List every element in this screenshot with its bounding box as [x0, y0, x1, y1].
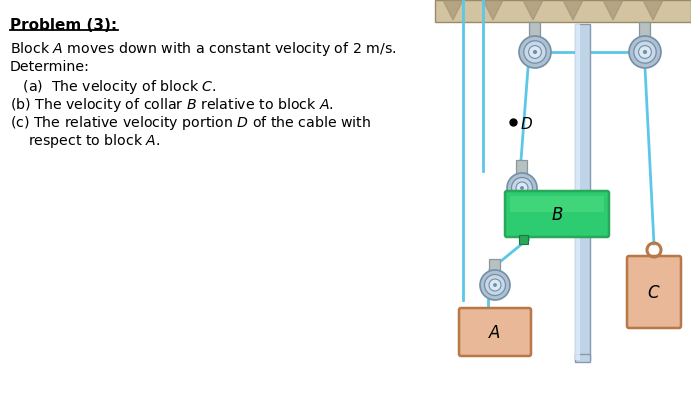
Circle shape	[629, 36, 661, 68]
Text: (a)  The velocity of block $C$.: (a) The velocity of block $C$.	[18, 78, 216, 96]
Bar	[516, 160, 527, 176]
Text: Determine:: Determine:	[10, 60, 90, 74]
Circle shape	[520, 186, 524, 190]
Polygon shape	[523, 0, 543, 20]
Circle shape	[480, 270, 510, 300]
Bar	[576, 24, 591, 360]
Bar	[510, 196, 604, 212]
Text: Block $A$ moves down with a constant velocity of 2 m/s.: Block $A$ moves down with a constant vel…	[10, 40, 397, 58]
Text: $C$: $C$	[647, 284, 661, 302]
Text: (c) The relative velocity portion $D$ of the cable with: (c) The relative velocity portion $D$ of…	[10, 114, 371, 132]
Bar	[489, 259, 500, 275]
Polygon shape	[563, 0, 583, 20]
Polygon shape	[603, 0, 623, 20]
Circle shape	[484, 275, 506, 296]
FancyBboxPatch shape	[505, 191, 609, 237]
FancyBboxPatch shape	[627, 256, 681, 328]
Polygon shape	[643, 0, 663, 20]
Circle shape	[493, 283, 497, 287]
Bar	[529, 22, 540, 38]
Bar	[519, 235, 528, 244]
Circle shape	[489, 279, 501, 291]
FancyBboxPatch shape	[459, 308, 531, 356]
Circle shape	[524, 41, 546, 63]
Bar	[639, 22, 650, 38]
Circle shape	[507, 173, 537, 203]
Text: $D$: $D$	[520, 116, 533, 132]
Text: $B$: $B$	[551, 206, 563, 224]
Circle shape	[519, 36, 551, 68]
Circle shape	[634, 41, 656, 63]
Bar	[576, 24, 580, 360]
Text: (b) The velocity of collar $B$ relative to block $A$.: (b) The velocity of collar $B$ relative …	[10, 96, 334, 114]
Text: respect to block $A$.: respect to block $A$.	[28, 132, 160, 150]
Polygon shape	[483, 0, 503, 20]
Circle shape	[533, 50, 537, 54]
Bar	[435, 0, 691, 22]
Circle shape	[516, 182, 528, 194]
Circle shape	[511, 178, 533, 198]
Text: Problem (3):: Problem (3):	[10, 18, 117, 33]
Circle shape	[643, 50, 647, 54]
Bar	[576, 354, 591, 362]
Circle shape	[638, 45, 652, 58]
Circle shape	[529, 45, 542, 58]
Polygon shape	[443, 0, 463, 20]
Text: $A$: $A$	[489, 324, 502, 342]
